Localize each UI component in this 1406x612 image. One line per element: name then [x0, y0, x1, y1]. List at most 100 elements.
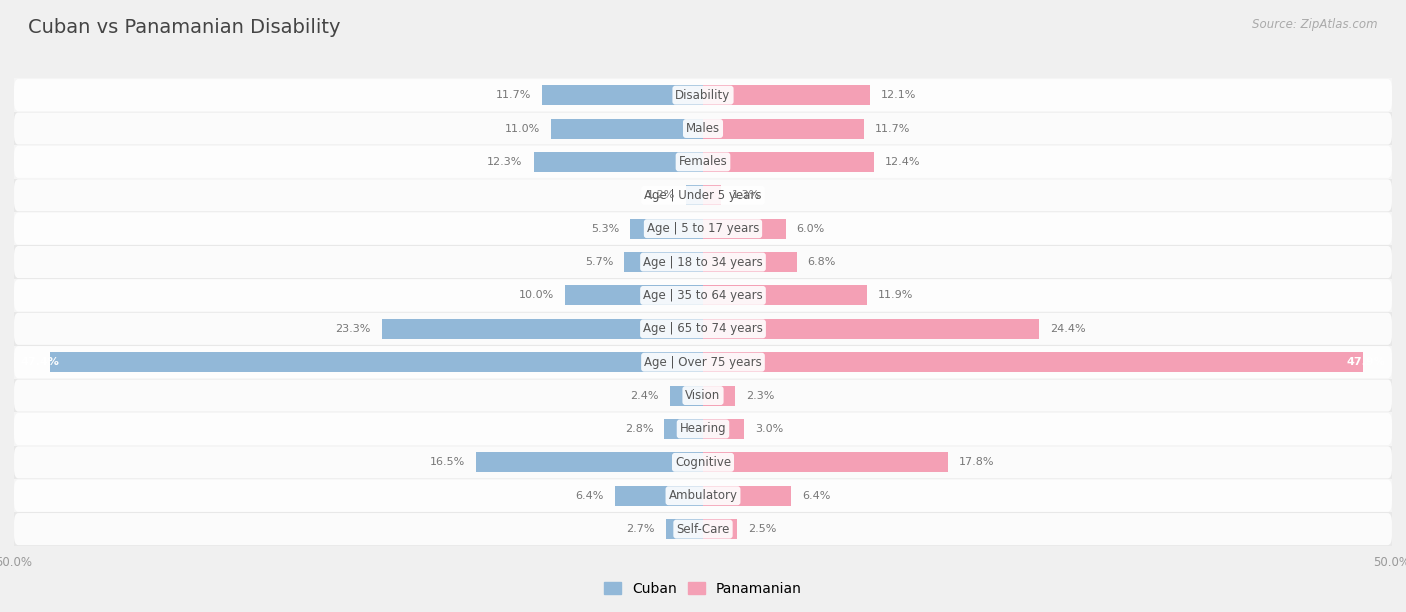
- Bar: [703, 319, 1039, 339]
- Text: 3.0%: 3.0%: [755, 424, 783, 434]
- Text: 47.4%: 47.4%: [21, 357, 60, 367]
- Bar: [669, 386, 703, 406]
- Bar: [703, 119, 865, 138]
- Text: 5.3%: 5.3%: [591, 223, 619, 234]
- Bar: [14, 278, 1392, 312]
- Text: Age | 35 to 64 years: Age | 35 to 64 years: [643, 289, 763, 302]
- FancyBboxPatch shape: [14, 513, 1392, 545]
- FancyBboxPatch shape: [14, 79, 1392, 111]
- Text: 11.0%: 11.0%: [505, 124, 540, 133]
- Bar: [49, 352, 703, 372]
- Text: 11.7%: 11.7%: [875, 124, 911, 133]
- Text: 2.8%: 2.8%: [624, 424, 654, 434]
- FancyBboxPatch shape: [14, 446, 1392, 479]
- Text: Age | Under 5 years: Age | Under 5 years: [644, 188, 762, 202]
- Text: Hearing: Hearing: [679, 422, 727, 436]
- Bar: [703, 152, 875, 172]
- FancyBboxPatch shape: [14, 113, 1392, 144]
- Text: Females: Females: [679, 155, 727, 168]
- FancyBboxPatch shape: [14, 413, 1392, 445]
- Bar: [14, 78, 1392, 112]
- Text: 23.3%: 23.3%: [336, 324, 371, 334]
- Text: 12.1%: 12.1%: [880, 90, 917, 100]
- Text: 12.4%: 12.4%: [884, 157, 921, 167]
- Bar: [703, 185, 721, 205]
- Bar: [614, 486, 703, 506]
- Bar: [475, 452, 703, 472]
- Bar: [703, 419, 744, 439]
- Bar: [665, 419, 703, 439]
- Bar: [666, 519, 703, 539]
- Bar: [382, 319, 703, 339]
- Bar: [14, 346, 1392, 379]
- Bar: [14, 179, 1392, 212]
- Bar: [703, 218, 786, 239]
- Bar: [624, 252, 703, 272]
- Text: Cognitive: Cognitive: [675, 456, 731, 469]
- Bar: [14, 446, 1392, 479]
- Text: 2.3%: 2.3%: [745, 390, 775, 401]
- Legend: Cuban, Panamanian: Cuban, Panamanian: [599, 576, 807, 601]
- FancyBboxPatch shape: [14, 346, 1392, 378]
- Text: 17.8%: 17.8%: [959, 457, 995, 468]
- Text: Vision: Vision: [685, 389, 721, 402]
- Text: 12.3%: 12.3%: [486, 157, 523, 167]
- Text: Self-Care: Self-Care: [676, 523, 730, 536]
- Bar: [703, 452, 948, 472]
- Bar: [14, 212, 1392, 245]
- Text: 11.7%: 11.7%: [495, 90, 531, 100]
- Bar: [14, 245, 1392, 278]
- Bar: [14, 479, 1392, 512]
- Text: 24.4%: 24.4%: [1050, 324, 1085, 334]
- Text: 6.0%: 6.0%: [797, 223, 825, 234]
- Bar: [14, 312, 1392, 346]
- Text: 6.8%: 6.8%: [807, 257, 837, 267]
- Bar: [541, 85, 703, 105]
- Text: 2.7%: 2.7%: [626, 524, 655, 534]
- Bar: [703, 85, 870, 105]
- Text: Age | 18 to 34 years: Age | 18 to 34 years: [643, 256, 763, 269]
- Text: 47.9%: 47.9%: [1346, 357, 1385, 367]
- Text: Males: Males: [686, 122, 720, 135]
- Text: Cuban vs Panamanian Disability: Cuban vs Panamanian Disability: [28, 18, 340, 37]
- Text: 2.5%: 2.5%: [748, 524, 778, 534]
- Text: Ambulatory: Ambulatory: [668, 489, 738, 502]
- Bar: [565, 285, 703, 305]
- Text: 5.7%: 5.7%: [585, 257, 613, 267]
- Bar: [14, 112, 1392, 145]
- Bar: [703, 486, 792, 506]
- Bar: [686, 185, 703, 205]
- FancyBboxPatch shape: [14, 480, 1392, 512]
- Text: Age | 5 to 17 years: Age | 5 to 17 years: [647, 222, 759, 235]
- Text: Disability: Disability: [675, 89, 731, 102]
- Text: 6.4%: 6.4%: [575, 491, 603, 501]
- Text: 1.3%: 1.3%: [733, 190, 761, 200]
- Bar: [551, 119, 703, 138]
- Text: 6.4%: 6.4%: [803, 491, 831, 501]
- Text: 11.9%: 11.9%: [877, 291, 914, 300]
- FancyBboxPatch shape: [14, 212, 1392, 245]
- FancyBboxPatch shape: [14, 313, 1392, 345]
- Text: Source: ZipAtlas.com: Source: ZipAtlas.com: [1253, 18, 1378, 31]
- Text: 2.4%: 2.4%: [630, 390, 659, 401]
- Text: Age | Over 75 years: Age | Over 75 years: [644, 356, 762, 368]
- FancyBboxPatch shape: [14, 280, 1392, 312]
- Text: Age | 65 to 74 years: Age | 65 to 74 years: [643, 323, 763, 335]
- Text: 16.5%: 16.5%: [429, 457, 464, 468]
- Bar: [14, 145, 1392, 179]
- Text: 1.2%: 1.2%: [647, 190, 675, 200]
- Bar: [14, 412, 1392, 446]
- Bar: [703, 252, 797, 272]
- Bar: [630, 218, 703, 239]
- Text: 10.0%: 10.0%: [519, 291, 554, 300]
- FancyBboxPatch shape: [14, 379, 1392, 412]
- FancyBboxPatch shape: [14, 146, 1392, 178]
- FancyBboxPatch shape: [14, 179, 1392, 211]
- FancyBboxPatch shape: [14, 246, 1392, 278]
- Bar: [703, 386, 735, 406]
- Bar: [14, 379, 1392, 412]
- Bar: [703, 285, 868, 305]
- Bar: [703, 519, 738, 539]
- Bar: [703, 352, 1362, 372]
- Bar: [14, 512, 1392, 546]
